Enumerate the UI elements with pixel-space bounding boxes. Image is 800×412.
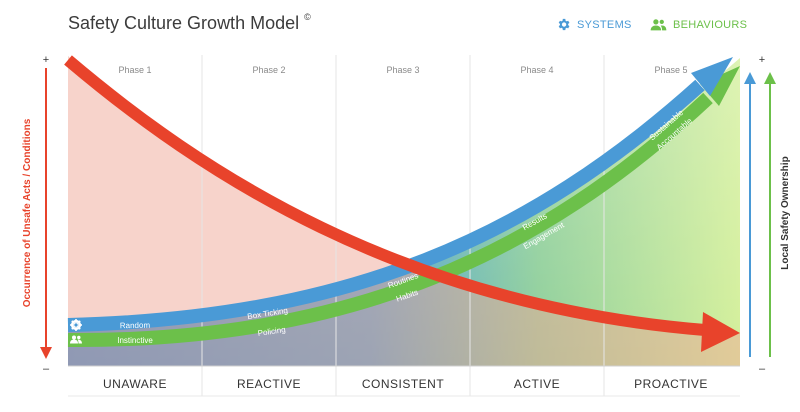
stage-label-consistent: CONSISTENT (362, 377, 445, 391)
behaviours-arrowhead (700, 66, 740, 106)
phase-label-4: Phase 4 (520, 65, 553, 75)
unsafe-arrowhead (701, 312, 740, 352)
behaviours-curve-people-icon (70, 335, 82, 344)
people-icon (650, 19, 667, 31)
right-axis-minus: – (759, 363, 766, 375)
title-text: Safety Culture Growth Model (68, 13, 300, 33)
left-axis-minus: – (43, 363, 50, 375)
page-title: Safety Culture Growth Model © (68, 12, 311, 34)
phase-dividers (201, 55, 605, 396)
right-axis-label: Local Safety Ownership (780, 156, 791, 269)
systems-label-random: Random (120, 321, 151, 331)
legend-systems-label: SYSTEMS (577, 18, 632, 31)
left-axis-plus: + (43, 54, 49, 66)
left-axis-label: Occurrence of Unsafe Acts / Conditions (22, 118, 33, 307)
legend-behaviours-label: BEHAVIOURS (673, 18, 748, 31)
gear-icon (558, 18, 570, 31)
stage-label-proactive: PROACTIVE (634, 377, 708, 391)
right-axis-behaviours-arrowhead (764, 72, 776, 84)
phase-label-5: Phase 5 (654, 65, 687, 75)
behaviours-label-instinctive: Instinctive (117, 336, 153, 345)
behaviours-label-policing: Policing (257, 325, 286, 338)
right-axis-systems-arrowhead (744, 72, 756, 84)
copyright-mark: © (304, 12, 311, 22)
growth-area-fade (68, 58, 740, 366)
stage-label-active: ACTIVE (514, 377, 560, 391)
right-axis-plus: + (759, 54, 765, 66)
unsafe-curve (64, 55, 706, 336)
systems-curve (67, 79, 705, 332)
phase-label-3: Phase 3 (386, 65, 419, 75)
phase-label-2: Phase 2 (252, 65, 285, 75)
unsafe-area (68, 56, 740, 366)
left-axis-arrowhead (40, 347, 52, 359)
systems-arrowhead (691, 57, 733, 96)
legend-systems: SYSTEMS (556, 17, 632, 32)
stage-label-reactive: REACTIVE (237, 377, 301, 391)
legend-behaviours: BEHAVIOURS (650, 17, 747, 32)
phase-label-1: Phase 1 (118, 65, 151, 75)
stage-label-unaware: UNAWARE (103, 377, 167, 391)
systems-curve-gear-icon (70, 319, 82, 331)
